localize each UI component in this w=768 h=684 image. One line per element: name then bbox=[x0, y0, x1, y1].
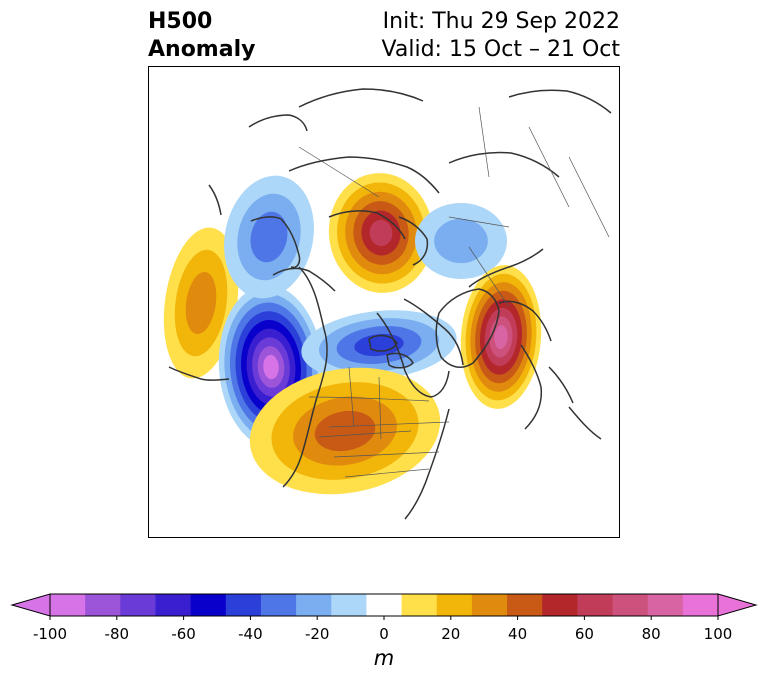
anomaly-contour bbox=[494, 325, 508, 349]
colorbar-swatch bbox=[577, 594, 614, 616]
anomaly-center bbox=[415, 203, 507, 279]
country-borders bbox=[298, 106, 610, 478]
colorbar-extend-low bbox=[10, 593, 51, 617]
colorbar-tick-label: -80 bbox=[104, 625, 130, 643]
colorbar-swatch bbox=[50, 594, 86, 616]
colorbar-swatch bbox=[612, 594, 649, 616]
colorbar-tick-label: 80 bbox=[641, 625, 661, 643]
colorbar-tick-label: -40 bbox=[238, 625, 263, 643]
colorbar-swatch bbox=[155, 594, 192, 616]
anomaly-contour bbox=[354, 333, 404, 357]
colorbar-swatch bbox=[471, 594, 508, 616]
anomaly-contour bbox=[263, 354, 279, 380]
colorbar-extend-high bbox=[717, 593, 758, 617]
anomaly-contour bbox=[434, 218, 488, 264]
colorbar-tick-label: 20 bbox=[441, 625, 461, 643]
anomaly-contour bbox=[369, 219, 393, 247]
colorbar-tick-label: -60 bbox=[171, 625, 196, 643]
colorbar-swatch bbox=[190, 594, 227, 616]
colorbar-tick-label: 100 bbox=[703, 625, 733, 643]
colorbar-tick-label: -100 bbox=[32, 625, 68, 643]
colorbar-swatch bbox=[85, 594, 121, 616]
colorbar-tick-label: -20 bbox=[304, 625, 330, 643]
colorbar-swatch bbox=[366, 594, 403, 616]
anomaly-fields bbox=[163, 173, 542, 495]
anomaly-center bbox=[163, 227, 239, 379]
colorbar-swatch bbox=[436, 594, 473, 616]
init-date: Init: Thu 29 Sep 2022 bbox=[382, 9, 620, 34]
title-line-2: Anomaly bbox=[148, 37, 256, 62]
colorbar-swatch bbox=[542, 594, 578, 616]
colorbar-unit-label: m bbox=[373, 646, 395, 670]
colorbar-swatch bbox=[647, 594, 684, 616]
anomaly-contour bbox=[314, 410, 376, 452]
colorbar-swatch bbox=[296, 594, 332, 616]
colorbar-swatch bbox=[401, 594, 438, 616]
colorbar bbox=[10, 593, 758, 620]
anomaly-map bbox=[148, 66, 620, 538]
anomaly-center bbox=[460, 265, 542, 409]
colorbar-tick-label: 60 bbox=[574, 625, 594, 643]
anomaly-contour bbox=[250, 211, 288, 263]
colorbar-swatch bbox=[120, 594, 156, 616]
colorbar-swatch bbox=[331, 594, 367, 616]
valid-period: Valid: 15 Oct – 21 Oct bbox=[381, 37, 620, 62]
anomaly-contour bbox=[185, 271, 217, 335]
colorbar-swatch bbox=[225, 594, 262, 616]
colorbar-swatch bbox=[260, 594, 297, 616]
map-subtitle: Init: Thu 29 Sep 2022 Valid: 15 Oct – 21… bbox=[382, 8, 620, 64]
title-line-1: H500 bbox=[148, 9, 213, 34]
map-canvas bbox=[163, 88, 612, 520]
colorbar-swatch bbox=[507, 594, 543, 616]
colorbar-tick-label: 40 bbox=[508, 625, 528, 643]
map-title: H500 Anomaly bbox=[148, 8, 255, 64]
colorbar-swatch bbox=[682, 594, 719, 616]
anomaly-center bbox=[328, 173, 434, 293]
colorbar-tick-label: 0 bbox=[379, 625, 389, 643]
anomaly-center bbox=[218, 285, 324, 449]
